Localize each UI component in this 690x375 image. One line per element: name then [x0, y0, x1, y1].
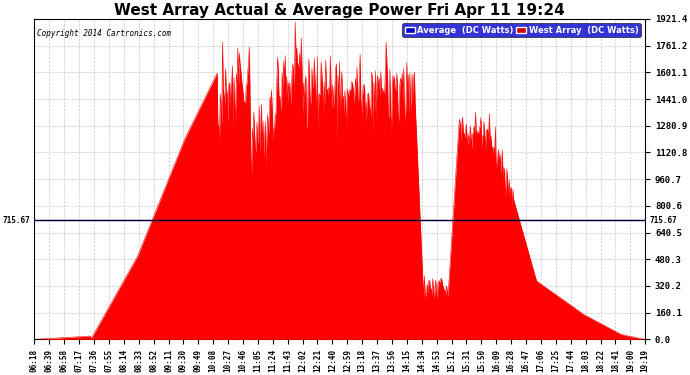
Title: West Array Actual & Average Power Fri Apr 11 19:24: West Array Actual & Average Power Fri Ap…	[115, 3, 565, 18]
Legend: Average  (DC Watts), West Array  (DC Watts): Average (DC Watts), West Array (DC Watts…	[402, 23, 641, 37]
Text: 715.67: 715.67	[2, 216, 30, 225]
Text: Copyright 2014 Cartronics.com: Copyright 2014 Cartronics.com	[37, 28, 172, 38]
Text: 715.67: 715.67	[650, 216, 678, 225]
